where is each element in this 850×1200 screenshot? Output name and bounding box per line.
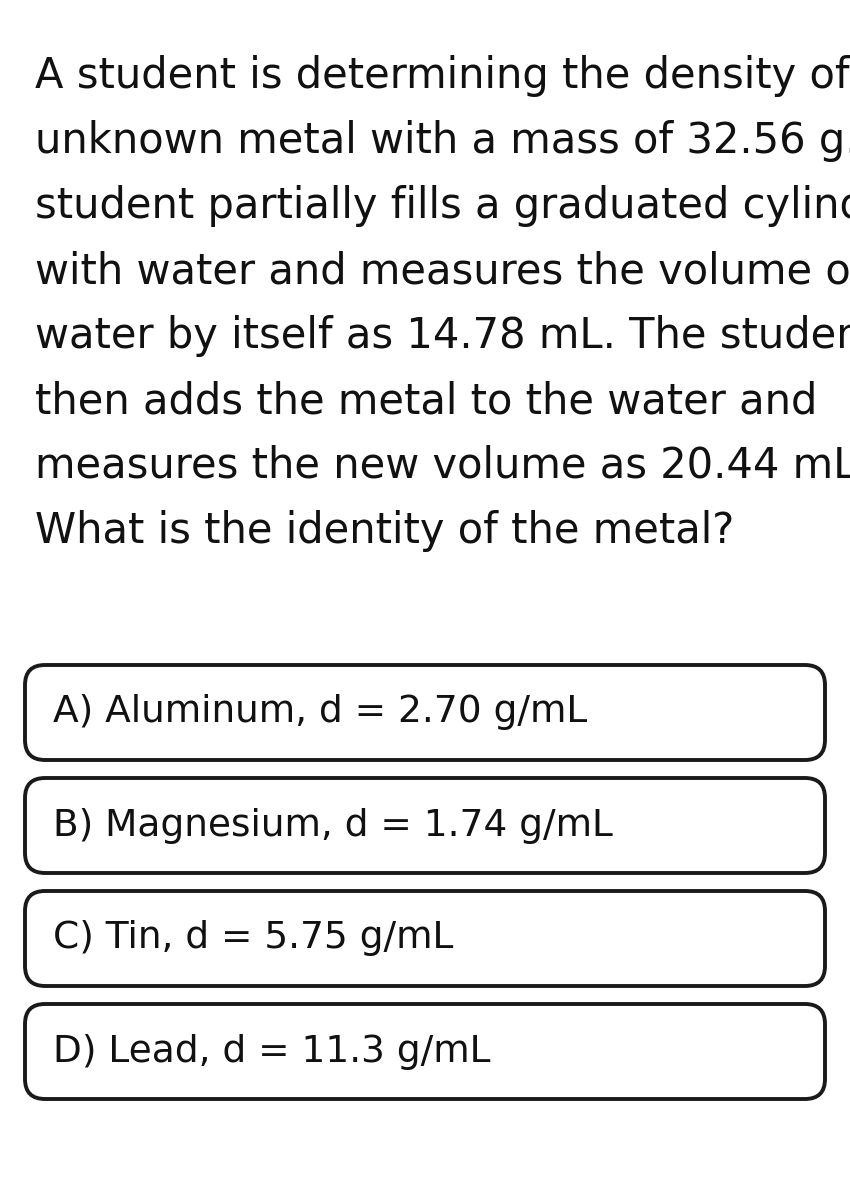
Text: A) Aluminum, d = 2.70 g/mL: A) Aluminum, d = 2.70 g/mL — [53, 695, 587, 731]
Text: What is the identity of the metal?: What is the identity of the metal? — [35, 510, 734, 552]
Text: A student is determining the density of an: A student is determining the density of … — [35, 55, 850, 97]
Text: B) Magnesium, d = 1.74 g/mL: B) Magnesium, d = 1.74 g/mL — [53, 808, 613, 844]
FancyBboxPatch shape — [25, 1004, 825, 1099]
Text: student partially fills a graduated cylinder: student partially fills a graduated cyli… — [35, 185, 850, 227]
Text: then adds the metal to the water and: then adds the metal to the water and — [35, 380, 818, 422]
FancyBboxPatch shape — [25, 665, 825, 760]
Text: unknown metal with a mass of 32.56 g. The: unknown metal with a mass of 32.56 g. Th… — [35, 120, 850, 162]
Text: D) Lead, d = 11.3 g/mL: D) Lead, d = 11.3 g/mL — [53, 1033, 490, 1069]
FancyBboxPatch shape — [25, 890, 825, 986]
Text: C) Tin, d = 5.75 g/mL: C) Tin, d = 5.75 g/mL — [53, 920, 453, 956]
Text: with water and measures the volume of the: with water and measures the volume of th… — [35, 250, 850, 292]
FancyBboxPatch shape — [25, 778, 825, 874]
Text: water by itself as 14.78 mL. The student: water by itself as 14.78 mL. The student — [35, 314, 850, 358]
Text: measures the new volume as 20.44 mL.: measures the new volume as 20.44 mL. — [35, 445, 850, 487]
